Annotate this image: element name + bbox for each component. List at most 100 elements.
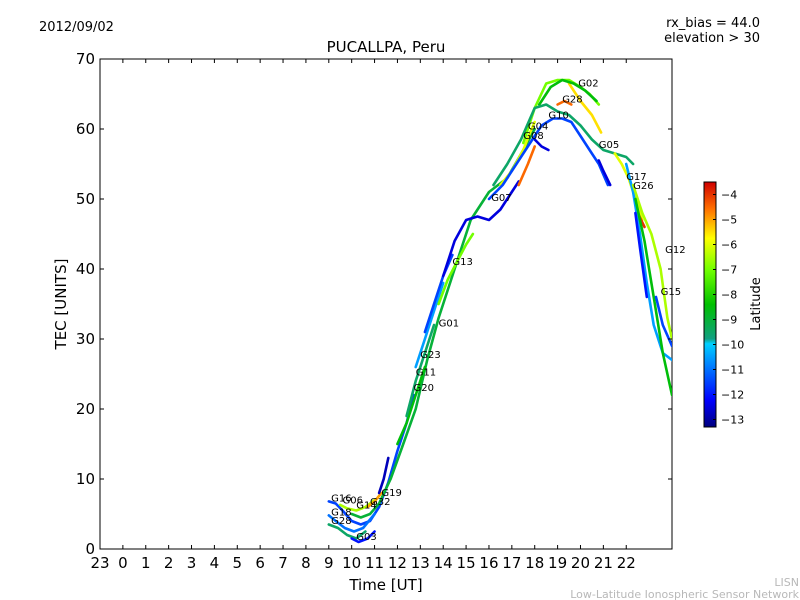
series-label-0: G16 <box>331 493 351 504</box>
series-line-17 <box>487 117 610 201</box>
chart-title: PUCALLPA, Peru <box>327 38 446 56</box>
series-label-5: G18 <box>331 507 351 518</box>
x-tick-label-13: 12 <box>388 554 407 572</box>
series-line-10 <box>414 281 445 369</box>
x-tick-label-2: 1 <box>141 554 151 572</box>
series-label-10: G23 <box>420 350 440 361</box>
x-tick-label-16: 15 <box>457 554 476 572</box>
series-label-20: G17 <box>626 172 646 183</box>
y-tick-label-6: 60 <box>76 120 95 138</box>
colorbar-tick-label-0: −4 <box>721 189 737 202</box>
x-tick-label-11: 10 <box>342 554 361 572</box>
series-line-27 <box>634 211 649 299</box>
series-label-18: G02 <box>578 78 598 89</box>
series-label-21: G26 <box>633 181 653 192</box>
series-line-14 <box>517 145 536 187</box>
y-tick-label-1: 10 <box>76 470 95 488</box>
x-tick-label-6: 5 <box>233 554 243 572</box>
colorbar-tick-label-3: −7 <box>721 264 737 277</box>
footer-line2: Low-Latitude Ionospheric Sensor Network <box>570 588 799 600</box>
series-label-11: G01 <box>439 318 459 329</box>
series-line-9 <box>405 323 436 418</box>
x-tick-label-12: 11 <box>365 554 384 572</box>
x-tick-label-23: 22 <box>617 554 636 572</box>
footer-line1: LISN <box>774 576 799 589</box>
colorbar-tick-label-5: −9 <box>721 314 737 327</box>
y-tick-label-3: 30 <box>76 330 95 348</box>
y-tick-label-4: 40 <box>76 260 95 278</box>
series-line-7 <box>350 530 376 544</box>
colorbar-tick-label-4: −8 <box>721 289 737 302</box>
x-tick-label-18: 17 <box>502 554 521 572</box>
series-label-6: G28 <box>331 516 351 527</box>
series-line-16 <box>533 138 550 152</box>
series-label-14: G08 <box>523 131 543 142</box>
x-axis: 23 0 1 2 3 4 5 6 7 8 9 10 11 12 13 14 15 16 17 18 19 20 21 22 <box>90 59 636 572</box>
date-label: 2012/09/02 <box>39 20 114 35</box>
y-tick-label-0: 0 <box>85 540 95 558</box>
series-line-18 <box>556 99 573 106</box>
series-label-8: G20 <box>414 383 434 394</box>
x-tick-label-21: 20 <box>571 554 590 572</box>
series-layer <box>327 78 672 544</box>
x-tick-label-17: 16 <box>479 554 498 572</box>
x-tick-label-3: 2 <box>164 554 174 572</box>
series-label-3: G32 <box>370 497 390 508</box>
series-line-6 <box>327 523 367 540</box>
series-line-29 <box>634 197 672 397</box>
colorbar-tick-label-2: −6 <box>721 239 737 252</box>
x-axis-label: Time [UT] <box>348 576 422 594</box>
x-tick-label-19: 18 <box>525 554 544 572</box>
series-line-13 <box>441 180 520 278</box>
rx-bias-label: rx_bias = 44.0 <box>666 16 760 31</box>
x-tick-label-22: 21 <box>594 554 613 572</box>
x-tick-label-20: 19 <box>548 554 567 572</box>
colorbar-tick-label-6: −10 <box>721 339 744 352</box>
y-axis-label: TEC [UNITS] <box>52 259 70 351</box>
x-tick-label-15: 14 <box>434 554 453 572</box>
series-line-1 <box>338 498 376 512</box>
series-label-17: G28 <box>562 94 582 105</box>
series-label-13: G07 <box>491 193 511 204</box>
series-line-8 <box>396 365 427 446</box>
series-line-3 <box>366 491 383 509</box>
series-line-21 <box>538 78 598 106</box>
series-label-12: G13 <box>452 257 472 268</box>
series-label-4: G19 <box>381 488 401 499</box>
y-tick-label-2: 20 <box>76 400 95 418</box>
series-line-20 <box>567 82 603 134</box>
series-line-23 <box>597 159 612 187</box>
colorbar-tick-label-7: −11 <box>721 364 744 377</box>
series-label-23: G15 <box>661 287 681 298</box>
x-tick-label-14: 13 <box>411 554 430 572</box>
series-label-16: G10 <box>548 111 568 122</box>
series-line-28 <box>631 183 672 341</box>
x-tick-label-5: 4 <box>210 554 220 572</box>
series-label-2: G14 <box>356 500 376 511</box>
elevation-label: elevation > 30 <box>664 31 760 46</box>
colorbar-label: Latitude <box>749 277 764 331</box>
series-line-4 <box>377 456 390 495</box>
series-label-19: G05 <box>599 140 619 151</box>
colorbar <box>703 181 717 428</box>
x-tick-label-10: 9 <box>324 554 334 572</box>
series-label-1: G06 <box>343 496 363 507</box>
y-axis: 0 10 20 30 40 50 60 70 <box>76 50 672 558</box>
x-tick-label-7: 6 <box>255 554 265 572</box>
series-label-7: G03 <box>356 532 376 543</box>
x-tick-label-1: 0 <box>118 554 128 572</box>
x-tick-label-9: 8 <box>301 554 311 572</box>
colorbar-ticks: −4 −5 −6 −7 −8 −9 −10 −11 −12 −13 <box>713 189 744 427</box>
series-line-5 <box>327 512 376 533</box>
x-tick-label-4: 3 <box>187 554 197 572</box>
colorbar-tick-label-1: −5 <box>721 214 737 227</box>
series-line-12 <box>437 232 475 306</box>
y-tick-label-5: 50 <box>76 190 95 208</box>
colorbar-tick-label-8: −12 <box>721 389 744 402</box>
series-label-15: G04 <box>528 122 548 133</box>
colorbar-tick-label-9: −13 <box>721 414 744 427</box>
series-label-9: G11 <box>416 367 436 378</box>
y-tick-label-7: 70 <box>76 50 95 68</box>
series-label-22: G12 <box>665 245 685 256</box>
